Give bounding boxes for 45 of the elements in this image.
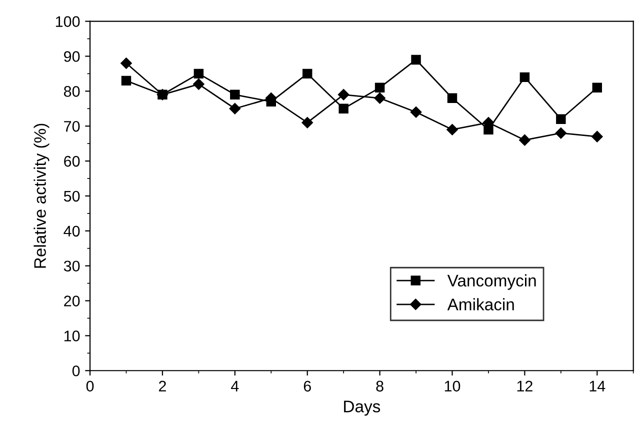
point: [338, 104, 348, 114]
x-tick-label: 6: [304, 380, 311, 392]
point: [194, 68, 204, 79]
y-tick-label: 100: [56, 16, 80, 27]
x-tick-label: 12: [517, 380, 532, 392]
legend-label: Vancomycin: [447, 274, 536, 290]
point: [411, 54, 421, 65]
y-tick-label: 40: [64, 226, 80, 237]
x-tick-label: 8: [376, 380, 384, 392]
point: [446, 124, 458, 136]
point: [592, 130, 603, 142]
point: [193, 78, 204, 90]
point: [302, 68, 312, 79]
y-tick-label: 80: [64, 86, 80, 97]
x-tick-label: 14: [590, 380, 606, 392]
point: [555, 127, 567, 139]
point: [519, 134, 530, 146]
point: [556, 114, 566, 124]
y-tick-label: 90: [64, 51, 80, 62]
x-tick-label: 2: [158, 380, 166, 392]
point: [374, 92, 386, 104]
point: [410, 106, 422, 118]
point: [120, 58, 132, 69]
y-tick-label: 0: [72, 365, 80, 376]
point: [520, 72, 530, 82]
point: [230, 90, 240, 100]
legend-label: Amikacin: [447, 298, 514, 310]
y-tick-label: 60: [64, 156, 80, 167]
x-tick-label: 0: [86, 380, 94, 392]
point: [229, 103, 241, 114]
y-tick-label: 10: [64, 330, 80, 342]
y-axis-title: Relative activity (%): [34, 124, 50, 268]
point: [302, 116, 313, 128]
point: [447, 93, 458, 104]
y-tick-label: 50: [64, 190, 80, 202]
point: [338, 89, 350, 100]
point: [121, 76, 132, 86]
point: [374, 82, 385, 93]
point: [592, 82, 602, 93]
x-tick-label: 4: [231, 380, 239, 392]
y-tick-label: 30: [64, 260, 80, 272]
x-tick-label: 10: [444, 380, 460, 392]
x-axis-title: Days: [344, 400, 380, 416]
y-tick-label: 20: [64, 296, 80, 306]
y-tick-label: 70: [64, 120, 80, 132]
